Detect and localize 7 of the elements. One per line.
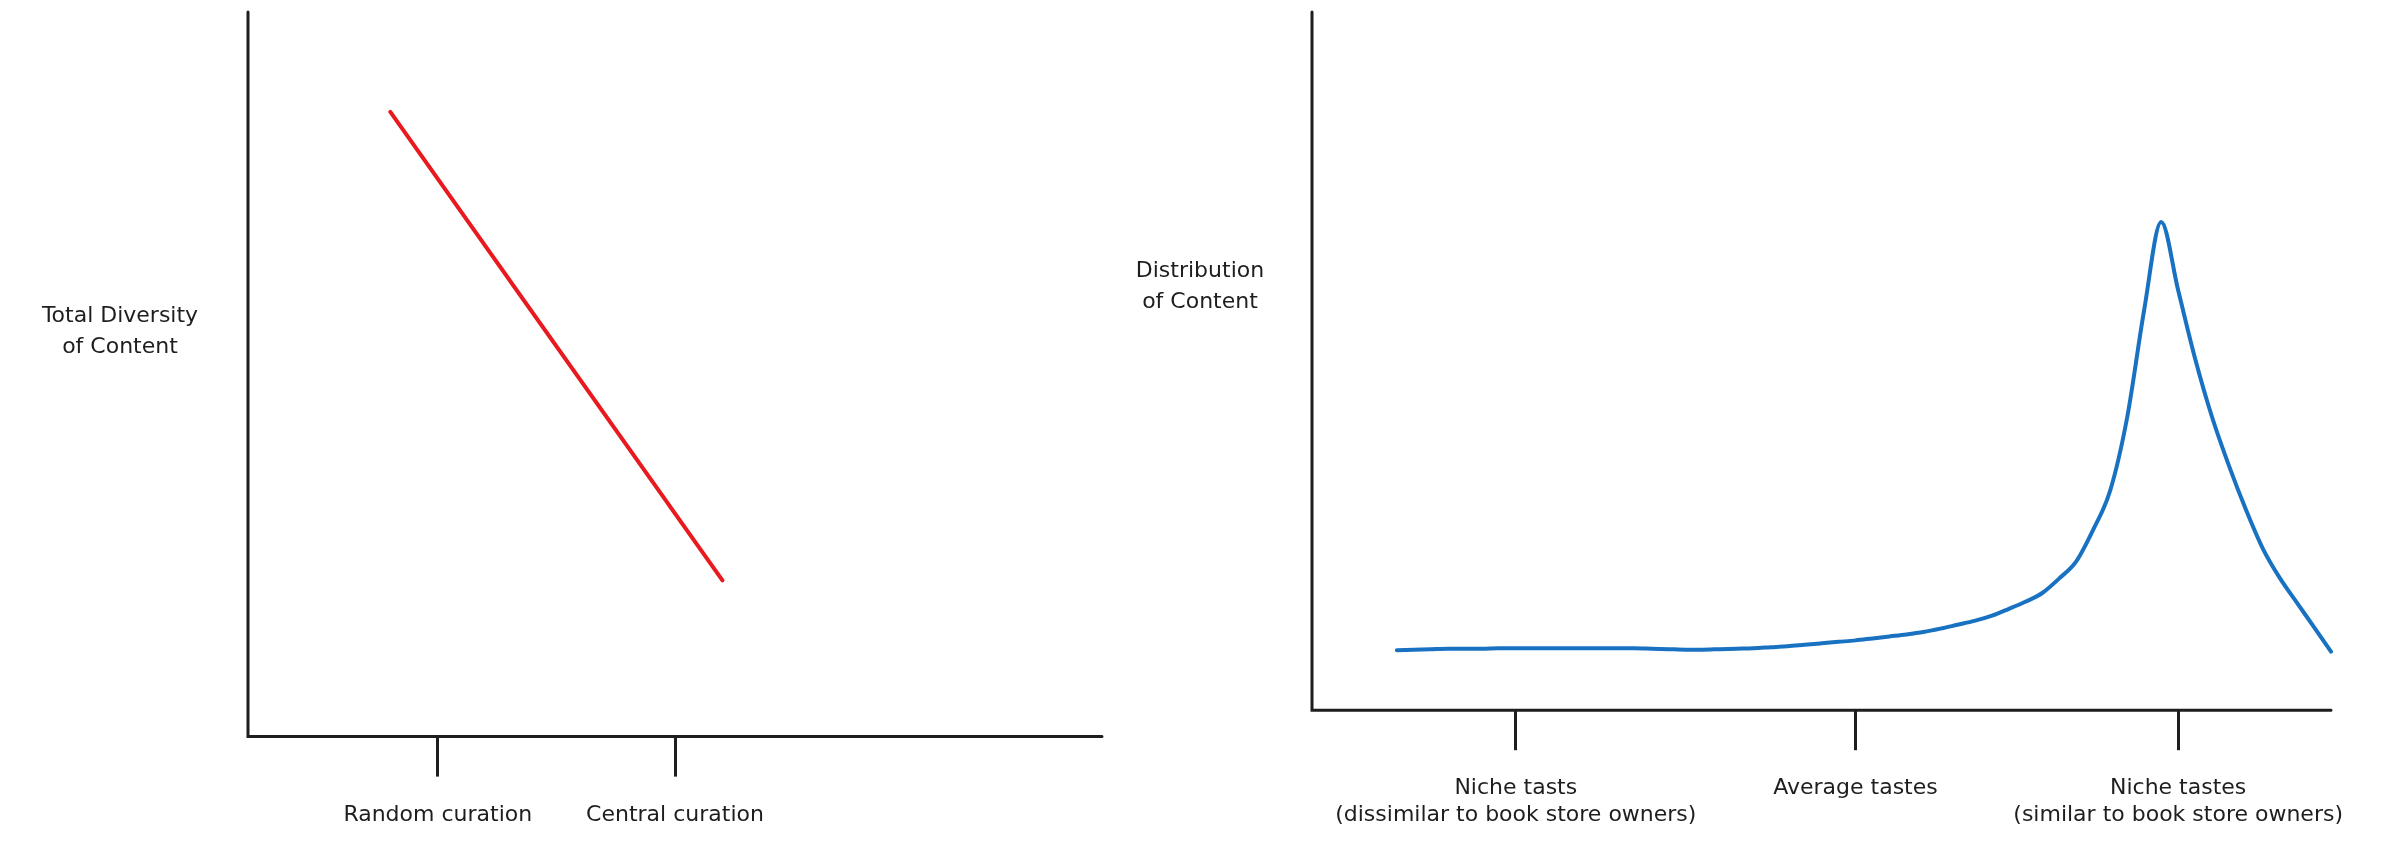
- y-axis-title: Total Diversity of Content: [40, 301, 200, 360]
- x-tick-label: Average tastes: [1773, 774, 1938, 800]
- x-tick-label: Niche tastes (similar to book store owners): [2013, 774, 2343, 826]
- y-axis-title: Distribution of Content: [1134, 256, 1266, 315]
- x-tick-label: Niche tasts (dissimilar to book store owners): [1335, 774, 1697, 826]
- x-tick-label: Central curation: [586, 800, 764, 826]
- x-tick-label: Random curation: [343, 800, 533, 826]
